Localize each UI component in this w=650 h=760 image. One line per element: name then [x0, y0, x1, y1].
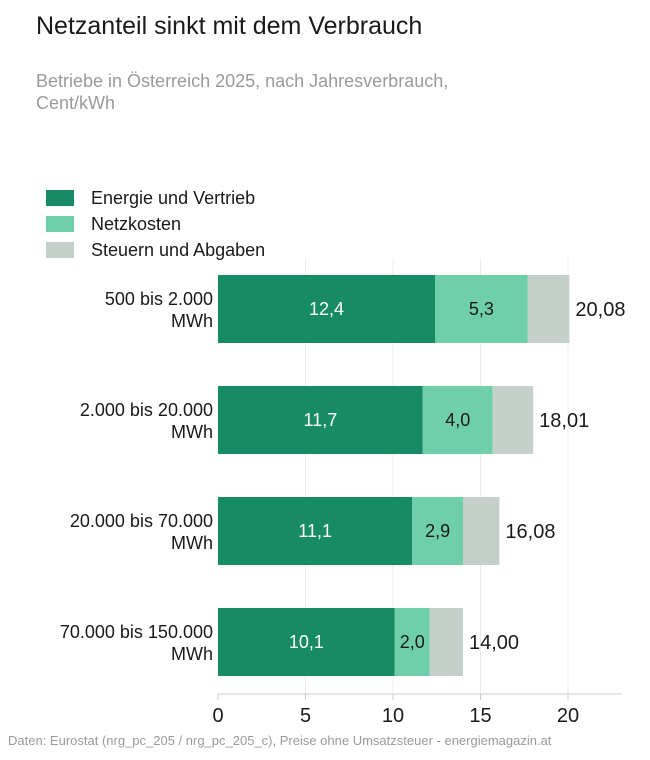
category-label-2-0: 20.000 bis 70.000 — [70, 511, 213, 531]
x-tick-label-1: 5 — [300, 705, 311, 727]
bar-segment-0-2 — [527, 275, 570, 343]
x-tick-label-0: 0 — [212, 705, 223, 727]
total-label-0: 20,08 — [575, 299, 625, 321]
chart-subtitle: Betriebe in Österreich 2025, nach Jahres… — [36, 71, 449, 113]
legend-item-netz: Netzkosten — [46, 211, 265, 237]
category-label-2-1: MWh — [171, 533, 213, 553]
x-tick-label-2: 10 — [382, 705, 404, 727]
category-label-1-0: 2.000 bis 20.000 — [80, 400, 213, 420]
x-tick-label-3: 15 — [469, 705, 491, 727]
total-label-3: 14,00 — [469, 632, 519, 654]
category-label-0-1: MWh — [171, 311, 213, 331]
bar-segment-3-2 — [429, 608, 463, 676]
data-label-1-0: 11,7 — [304, 410, 338, 430]
category-label-3-1: MWh — [171, 644, 213, 664]
legend-swatch-energie — [46, 190, 74, 206]
bar-segment-1-0 — [218, 386, 423, 454]
chart-title: Netzanteil sinkt mit dem Verbrauch — [36, 12, 423, 40]
data-label-2-1: 2,9 — [425, 521, 450, 541]
category-label-0-0: 500 bis 2.000 — [105, 289, 213, 309]
data-label-2-0: 11,1 — [298, 521, 332, 541]
legend-label-netz: Netzkosten — [91, 213, 182, 234]
bar-segment-2-0 — [218, 497, 413, 565]
bar-segment-0-1 — [435, 275, 528, 343]
data-label-0-0: 12,4 — [309, 299, 344, 319]
bar-segment-0-0 — [218, 275, 435, 343]
data-label-0-1: 5,3 — [469, 299, 494, 319]
total-label-2: 16,08 — [505, 521, 555, 543]
data-label-3-0: 10,1 — [289, 632, 324, 652]
legend-swatch-netz — [46, 216, 74, 232]
bar-segment-3-0 — [218, 608, 395, 676]
total-label-1: 18,01 — [539, 410, 589, 432]
bar-segment-2-2 — [463, 497, 500, 565]
legend-item-energie: Energie und Vertrieb — [46, 185, 265, 211]
legend: Energie und Vertrieb Netzkosten Steuern … — [46, 185, 265, 263]
bar-segment-3-1 — [394, 608, 430, 676]
legend-label-energie: Energie und Vertrieb — [91, 187, 256, 208]
legend-label-steuern: Steuern und Abgaben — [91, 239, 266, 260]
data-label-3-1: 2,0 — [400, 632, 425, 652]
bar-segment-1-1 — [422, 386, 493, 454]
bar-segment-1-2 — [492, 386, 534, 454]
source-note: Daten: Eurostat (nrg_pc_205 / nrg_pc_205… — [8, 733, 552, 748]
legend-swatch-steuern — [46, 242, 74, 258]
bar-segment-2-1 — [412, 497, 463, 565]
legend-item-steuern: Steuern und Abgaben — [46, 237, 265, 263]
data-label-1-1: 4,0 — [445, 410, 470, 430]
category-label-3-0: 70.000 bis 150.000 — [60, 622, 213, 642]
x-tick-label-4: 20 — [557, 705, 579, 727]
category-label-1-1: MWh — [171, 422, 213, 442]
